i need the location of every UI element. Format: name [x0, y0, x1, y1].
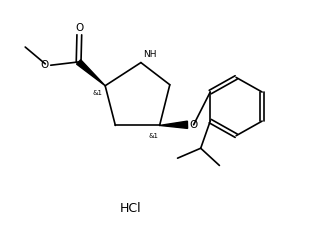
- Polygon shape: [77, 60, 105, 86]
- Text: O: O: [189, 120, 197, 130]
- Polygon shape: [160, 121, 188, 128]
- Text: NH: NH: [144, 50, 157, 59]
- Text: &1: &1: [149, 133, 159, 139]
- Text: &1: &1: [92, 90, 103, 96]
- Text: O: O: [40, 60, 49, 70]
- Text: O: O: [75, 23, 83, 33]
- Text: HCl: HCl: [120, 202, 142, 215]
